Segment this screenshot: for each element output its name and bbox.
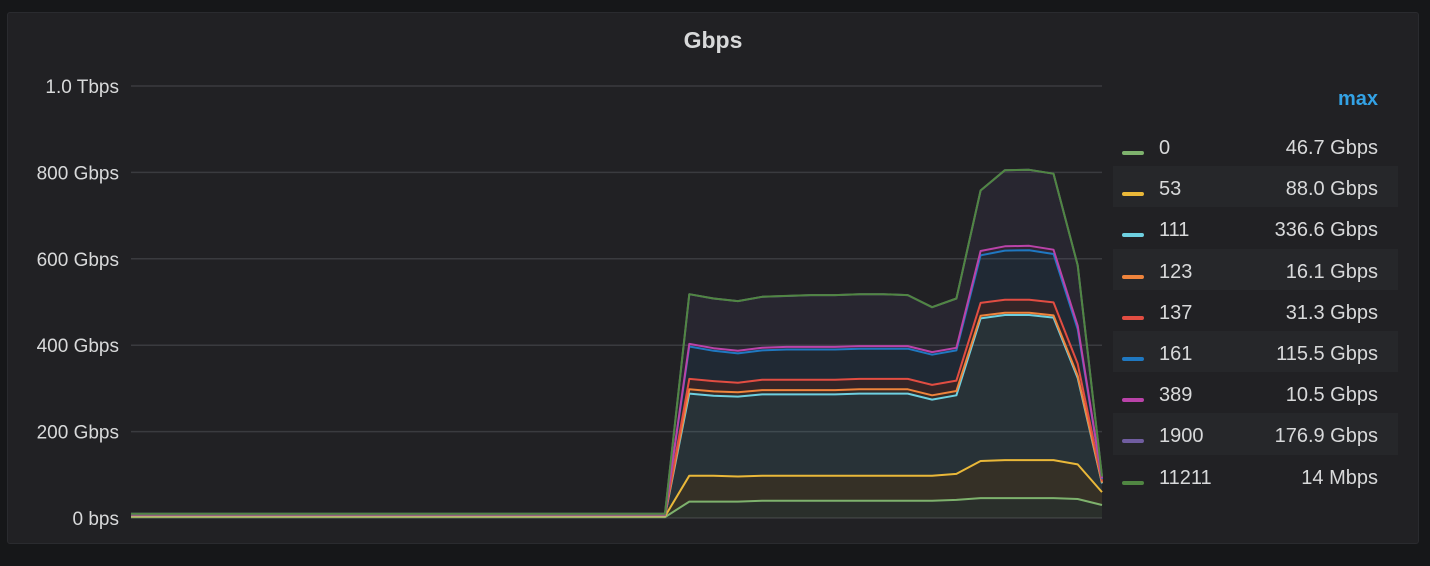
legend-max-header[interactable]: max bbox=[1337, 88, 1378, 110]
legend-swatch[interactable] bbox=[1122, 233, 1144, 238]
legend-max-value: 46.7 Gbps bbox=[1285, 137, 1378, 159]
legend-max-value: 31.3 Gbps bbox=[1285, 301, 1378, 324]
legend-max-value: 10.5 Gbps bbox=[1285, 384, 1378, 407]
y-tick-label: 1.0 Tbps bbox=[45, 77, 119, 98]
legend-series-name[interactable]: 53 bbox=[1159, 178, 1182, 201]
legend-max-value: 336.6 Gbps bbox=[1274, 219, 1378, 242]
y-tick-label: 200 Gbps bbox=[37, 423, 119, 444]
legend-item-111[interactable]: 111 336.6 Gbps bbox=[1113, 207, 1398, 248]
series-area-53 bbox=[131, 460, 1102, 518]
legend-max-value: 88.0 Gbps bbox=[1285, 178, 1378, 201]
series-area-161 bbox=[131, 250, 1102, 515]
legend-swatch[interactable] bbox=[1122, 192, 1144, 197]
legend-rows: 0 46.7 Gbps 53 88.0 Gbps 111 336.6 Gbps 123 16.… bbox=[1113, 125, 1398, 496]
legend-series-name[interactable]: 11211 bbox=[1159, 466, 1212, 489]
legend-swatch[interactable] bbox=[1122, 439, 1144, 444]
series-area-111 bbox=[131, 315, 1102, 517]
legend-series-name[interactable]: 137 bbox=[1159, 301, 1193, 324]
chart-plot[interactable]: 0 bps 200 Gbps 400 Gbps 600 Gbps 800 Gbps 1.0… bbox=[8, 13, 1108, 545]
legend-series-name[interactable]: 111 bbox=[1159, 219, 1190, 242]
legend-item-53[interactable]: 53 88.0 Gbps bbox=[1113, 166, 1398, 208]
legend-swatch[interactable] bbox=[1122, 356, 1144, 361]
legend-swatch[interactable] bbox=[1122, 315, 1144, 320]
legend-series-name[interactable]: 0 bbox=[1159, 137, 1171, 159]
legend: max 0 46.7 Gbps 53 88.0 Gbps 111 336.6 Gbps 12… bbox=[1113, 85, 1398, 496]
y-tick-label: 400 Gbps bbox=[37, 336, 119, 357]
y-tick-label: 800 Gbps bbox=[37, 163, 119, 184]
legend-max-value: 176.9 Gbps bbox=[1274, 425, 1378, 448]
legend-item-137[interactable]: 137 31.3 Gbps bbox=[1113, 290, 1398, 331]
legend-max-value: 115.5 Gbps bbox=[1276, 342, 1378, 365]
panel-title[interactable]: Gbps bbox=[683, 27, 743, 53]
legend-max-value: 14 Mbps bbox=[1301, 466, 1378, 489]
legend-swatch[interactable] bbox=[1122, 151, 1144, 155]
legend-series-name[interactable]: 1900 bbox=[1159, 425, 1204, 448]
legend-item-389[interactable]: 389 10.5 Gbps bbox=[1113, 372, 1398, 413]
legend-max-value: 16.1 Gbps bbox=[1285, 260, 1378, 283]
legend-swatch[interactable] bbox=[1122, 480, 1144, 485]
legend-series-name[interactable]: 389 bbox=[1159, 384, 1193, 407]
legend-item-11211[interactable]: 11211 14 Mbps bbox=[1113, 455, 1398, 496]
legend-series-name[interactable]: 123 bbox=[1159, 260, 1193, 283]
y-tick-label: 600 Gbps bbox=[37, 250, 119, 271]
y-tick-label: 0 bps bbox=[73, 509, 119, 530]
legend-item-161[interactable]: 161 115.5 Gbps bbox=[1113, 330, 1398, 373]
series-line-11211 bbox=[131, 168, 1103, 515]
legend-item-1900[interactable]: 1900 176.9 Gbps bbox=[1113, 413, 1398, 455]
series-area-0 bbox=[131, 498, 1102, 518]
legend-swatch[interactable] bbox=[1122, 398, 1144, 403]
graph-panel: Gbps 0 bps 200 Gbps 400 Gbps 600 Gbps 800 Gb… bbox=[7, 12, 1419, 544]
series-area-1900 bbox=[131, 169, 1102, 515]
legend-series-name[interactable]: 161 bbox=[1159, 342, 1193, 365]
legend-item-123[interactable]: 123 16.1 Gbps bbox=[1113, 248, 1398, 290]
legend-item-0[interactable]: 0 46.7 Gbps bbox=[1113, 125, 1398, 166]
legend-swatch[interactable] bbox=[1122, 274, 1144, 279]
